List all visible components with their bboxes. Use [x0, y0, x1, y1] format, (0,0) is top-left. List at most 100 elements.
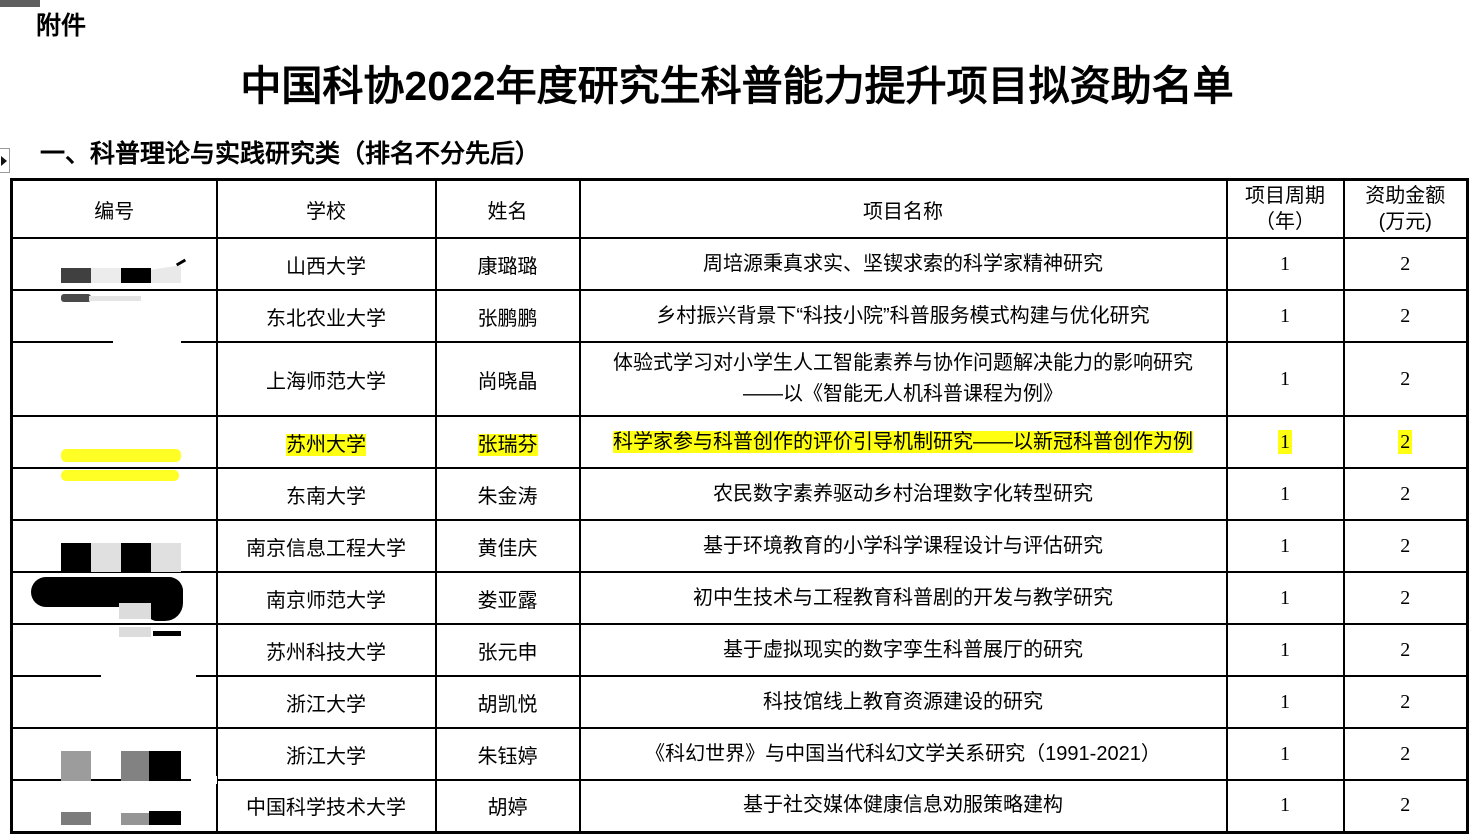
project-cell: 基于环境教育的小学科学课程设计与评估研究 — [578, 519, 1228, 573]
table-row: 山西大学 康璐璐 周培源秉真求实、坚锲求索的科学家精神研究 1 2 — [10, 237, 1469, 291]
school-cell: 苏州科技大学 — [215, 623, 437, 677]
amount-cell: 2 — [1342, 779, 1469, 833]
code-cell-empty — [10, 341, 218, 417]
project-cell: 《科幻世界》与中国当代科幻文学关系研究（1991-2021） — [578, 727, 1228, 781]
code-cell-redacted — [10, 519, 218, 573]
code-cell-redacted — [10, 467, 218, 521]
name-cell: 朱金涛 — [434, 467, 581, 521]
amount-cell: 2 — [1342, 519, 1469, 573]
table-row-highlighted: 苏州大学 张瑞芬 科学家参与科普创作的评价引导机制研究——以新冠科普创作为例 1… — [10, 415, 1469, 469]
amount-cell: 2 — [1342, 675, 1469, 729]
project-cell: 基于社交媒体健康信息劝服策略建构 — [578, 779, 1228, 833]
period-cell: 1 — [1225, 571, 1345, 625]
name-cell: 朱钰婷 — [434, 727, 581, 781]
period-cell: 1 — [1225, 415, 1345, 469]
redaction-whiteout — [191, 776, 217, 784]
section-heading: 一、科普理论与实践研究类（排名不分先后） — [40, 140, 541, 168]
col-header-name: 姓名 — [434, 178, 581, 239]
amount-cell: 2 — [1342, 467, 1469, 521]
school-cell: 中国科学技术大学 — [215, 779, 437, 833]
project-cell: 体验式学习对小学生人工智能素养与协作问题解决能力的影响研究 ——以《智能无人机科… — [578, 341, 1228, 417]
name-cell: 娄亚露 — [434, 571, 581, 625]
table-row: 东南大学 朱金涛 农民数字素养驱动乡村治理数字化转型研究 1 2 — [10, 467, 1469, 521]
period-cell: 1 — [1225, 289, 1345, 343]
school-cell: 苏州大学 — [215, 415, 437, 469]
page-title: 中国科协2022年度研究生科普能力提升项目拟资助名单 — [240, 63, 1234, 109]
name-cell: 张瑞芬 — [434, 415, 581, 469]
redaction-mark — [153, 631, 181, 636]
sidebar-expand-marker[interactable] — [0, 148, 10, 173]
period-cell: 1 — [1225, 237, 1345, 291]
school-cell: 浙江大学 — [215, 727, 437, 781]
amount-cell: 2 — [1342, 341, 1469, 417]
code-cell-redacted — [10, 237, 218, 291]
table-row: 上海师范大学 尚晓晶 体验式学习对小学生人工智能素养与协作问题解决能力的影响研究… — [10, 341, 1469, 417]
code-cell-redacted — [10, 289, 218, 346]
period-cell: 1 — [1225, 727, 1345, 781]
redaction-mark — [61, 294, 91, 302]
arrow-right-icon — [1, 156, 7, 166]
redaction-mark — [61, 543, 91, 572]
table-row: 东北农业大学 张鹏鹏 乡村振兴背景下“科技小院”科普服务模式构建与优化研究 1 … — [10, 289, 1469, 346]
redaction-mark — [121, 268, 151, 283]
period-cell: 1 — [1225, 519, 1345, 573]
project-cell: 初中生技术与工程教育科普剧的开发与教学研究 — [578, 571, 1228, 625]
redaction-whiteout — [113, 338, 181, 346]
school-cell: 东南大学 — [215, 467, 437, 521]
period-cell: 1 — [1225, 779, 1345, 833]
project-cell: 基于虚拟现实的数字孪生科普展厅的研究 — [578, 623, 1228, 677]
code-cell-redacted — [10, 623, 218, 680]
period-cell: 1 — [1225, 467, 1345, 521]
school-cell: 南京信息工程大学 — [215, 519, 437, 573]
table-row: 南京信息工程大学 黄佳庆 基于环境教育的小学科学课程设计与评估研究 1 2 — [10, 519, 1469, 573]
school-cell: 浙江大学 — [215, 675, 437, 729]
code-cell-redacted — [10, 779, 218, 833]
col-header-project: 项目名称 — [578, 178, 1228, 239]
table-row: 浙江大学 胡凯悦 科技馆线上教育资源建设的研究 1 2 — [10, 675, 1469, 729]
redaction-mark — [91, 543, 121, 572]
redaction-mark — [149, 811, 181, 825]
project-cell: 周培源秉真求实、坚锲求索的科学家精神研究 — [578, 237, 1228, 291]
redaction-mark — [121, 813, 149, 825]
redaction-mark — [61, 268, 91, 283]
highlighter-mark — [61, 470, 179, 481]
redaction-mark — [151, 543, 181, 572]
redaction-mark — [147, 577, 183, 621]
amount-cell: 2 — [1342, 571, 1469, 625]
period-cell: 1 — [1225, 623, 1345, 677]
redaction-mark — [149, 751, 181, 781]
school-cell: 东北农业大学 — [215, 289, 437, 343]
code-cell-empty — [10, 675, 218, 729]
redaction-mark — [61, 751, 91, 781]
project-cell: 乡村振兴背景下“科技小院”科普服务模式构建与优化研究 — [578, 289, 1228, 343]
amount-cell: 2 — [1342, 623, 1469, 677]
col-header-school: 学校 — [215, 178, 437, 239]
period-cell: 1 — [1225, 341, 1345, 417]
col-header-amount: 资助金额 (万元) — [1342, 178, 1469, 239]
redaction-mark — [119, 627, 151, 637]
name-cell: 尚晓晶 — [434, 341, 581, 417]
redaction-mark — [119, 603, 151, 619]
table-row: 苏州科技大学 张元申 基于虚拟现实的数字孪生科普展厅的研究 1 2 — [10, 623, 1469, 680]
table-row: 南京师范大学 娄亚露 初中生技术与工程教育科普剧的开发与教学研究 1 2 — [10, 571, 1469, 625]
redaction-mark — [175, 258, 187, 267]
redaction-mark — [121, 543, 151, 572]
amount-cell: 2 — [1342, 415, 1469, 469]
code-cell-redacted — [10, 727, 218, 784]
col-header-period: 项目周期 （年） — [1225, 178, 1345, 239]
school-cell: 南京师范大学 — [215, 571, 437, 625]
code-cell-redacted — [10, 571, 218, 625]
school-cell: 上海师范大学 — [215, 341, 437, 417]
amount-cell: 2 — [1342, 237, 1469, 291]
amount-cell: 2 — [1342, 727, 1469, 781]
amount-cell: 2 — [1342, 289, 1469, 343]
redaction-whiteout — [101, 672, 196, 680]
name-cell: 张元申 — [434, 623, 581, 677]
name-cell: 胡凯悦 — [434, 675, 581, 729]
code-cell-redacted — [10, 415, 218, 469]
project-cell: 农民数字素养驱动乡村治理数字化转型研究 — [578, 467, 1228, 521]
name-cell: 康璐璐 — [434, 237, 581, 291]
attachment-label: 附件 — [36, 12, 87, 40]
redaction-mark — [121, 751, 149, 781]
